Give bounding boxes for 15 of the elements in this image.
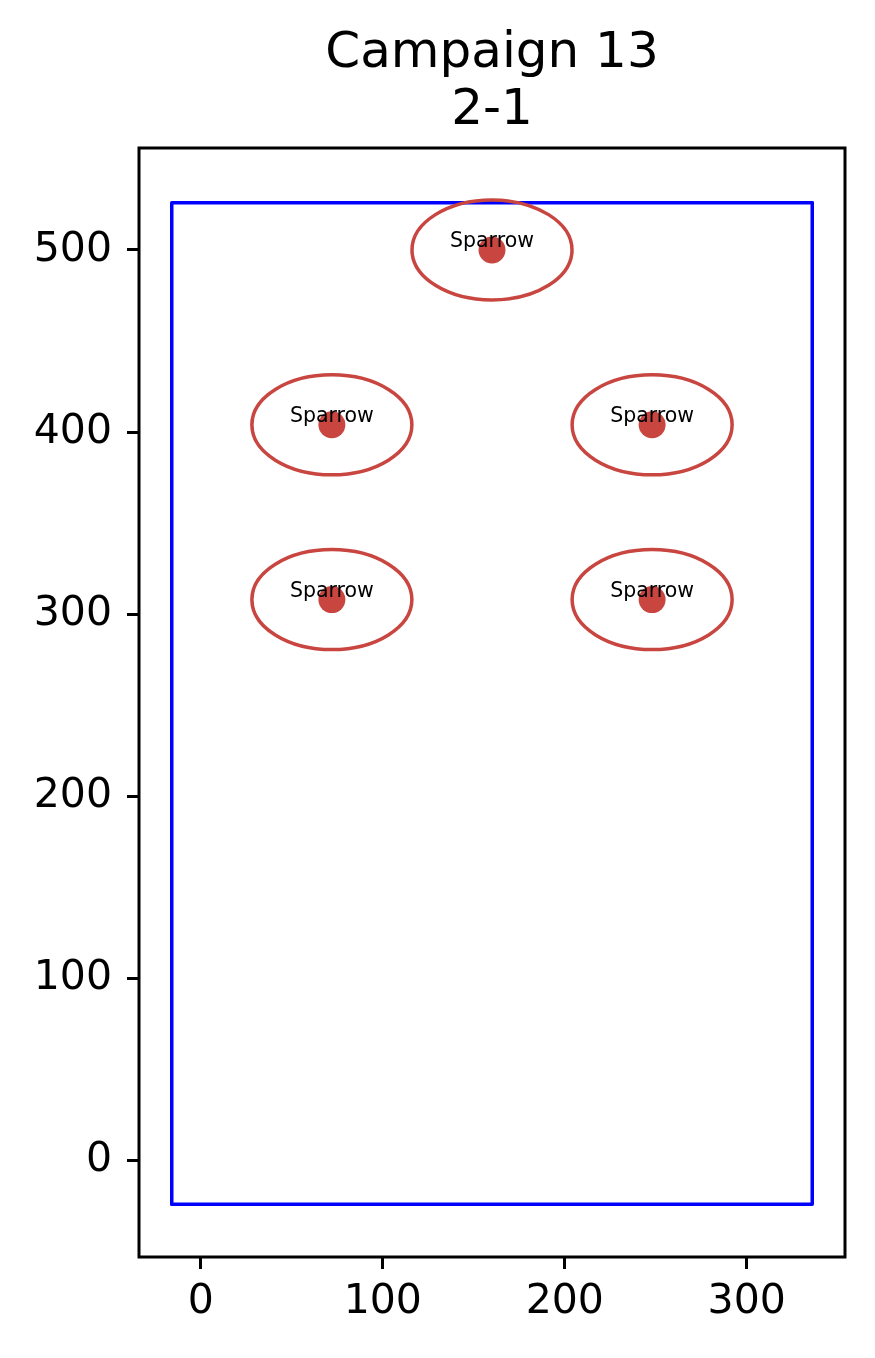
x-tick-label: 0 (187, 1275, 214, 1324)
x-tick-label: 100 (343, 1275, 422, 1324)
x-tick-label: 200 (525, 1275, 604, 1324)
annotation: Sparrow (289, 402, 374, 427)
x-tick-label: 300 (707, 1275, 786, 1324)
annotation: Sparrow (450, 227, 534, 252)
chart-title: Campaign 13 (325, 20, 659, 79)
y-tick-label: 0 (85, 1133, 112, 1182)
annotation: Sparrow (610, 402, 695, 427)
y-tick-label: 200 (33, 768, 112, 817)
y-tick-label: 500 (33, 222, 112, 271)
y-tick-label: 400 (33, 404, 112, 453)
y-tick-label: 300 (33, 586, 112, 635)
y-tick-label: 100 (33, 951, 112, 1000)
chart-subtitle: 2-1 (451, 77, 533, 136)
